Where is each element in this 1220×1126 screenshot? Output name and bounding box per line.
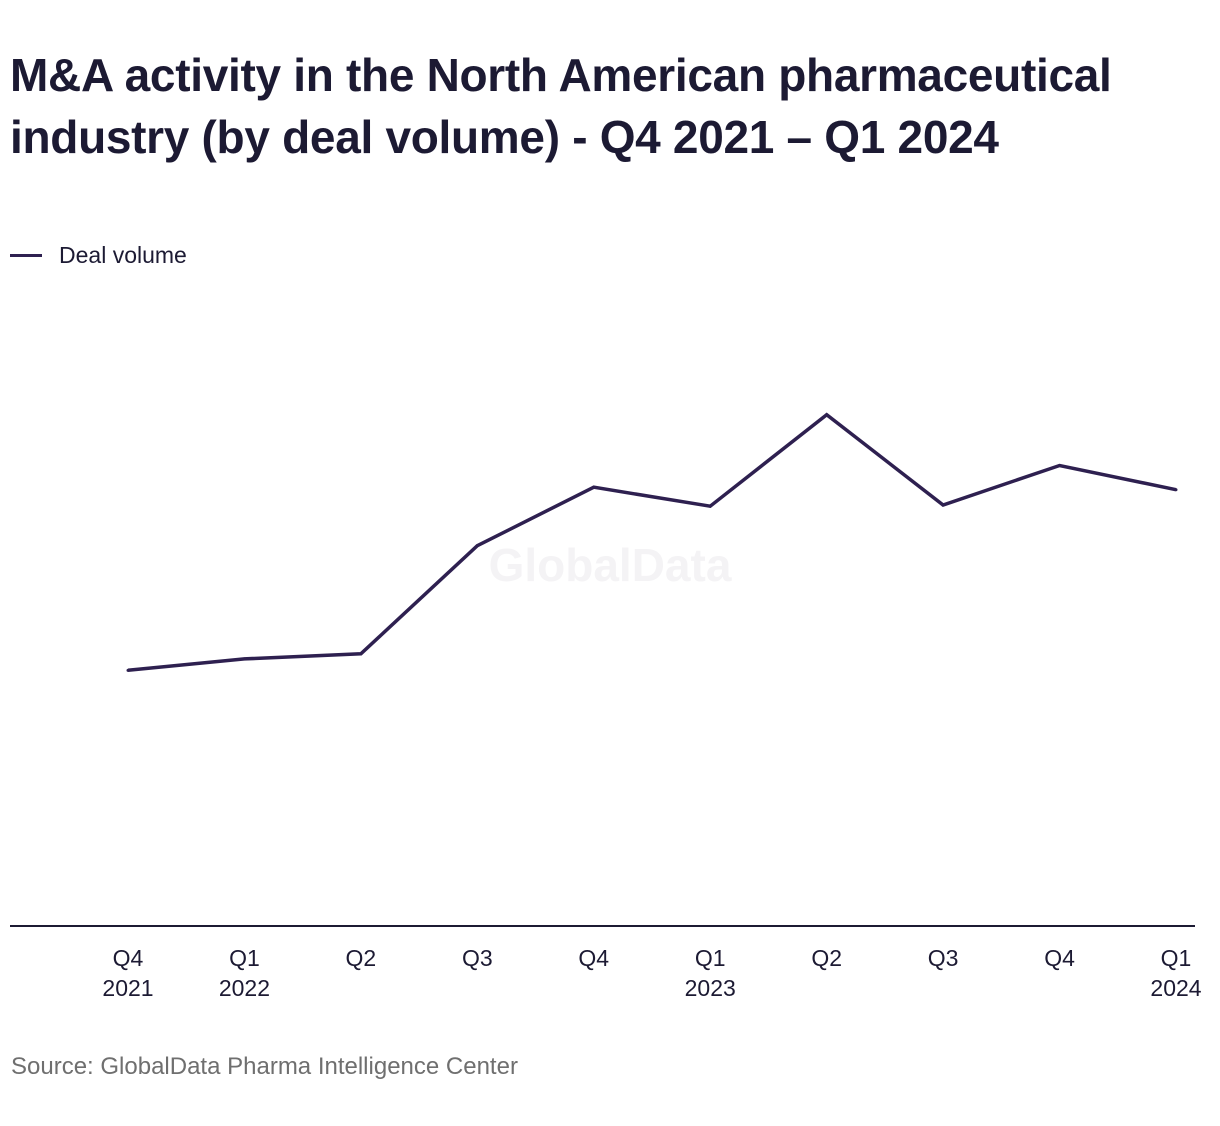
data-point	[592, 485, 596, 489]
x-tick-label: Q1	[1161, 945, 1192, 971]
data-point	[359, 652, 363, 656]
series-points	[126, 413, 1178, 672]
data-point	[708, 504, 712, 508]
series-line-deal-volume	[127, 412, 1177, 673]
data-point	[825, 413, 829, 417]
x-tick-label: Q3	[928, 945, 959, 971]
legend: Deal volume	[10, 242, 187, 269]
data-point	[475, 544, 479, 548]
x-tick-label: Q1	[229, 945, 260, 971]
x-tick-year-label: 2021	[102, 975, 153, 1001]
x-tick-label: Q4	[1044, 945, 1075, 971]
x-tick-year-label: 2024	[1150, 975, 1201, 1001]
x-tick-label: Q4	[113, 945, 144, 971]
source-note: Source: GlobalData Pharma Intelligence C…	[11, 1053, 518, 1080]
chart-title: M&A activity in the North American pharm…	[10, 49, 1112, 163]
x-tick-label: Q4	[578, 945, 609, 971]
data-point	[1058, 464, 1062, 468]
x-tick-label: Q3	[462, 945, 493, 971]
data-point	[1174, 488, 1178, 492]
x-tick-label: Q2	[346, 945, 377, 971]
legend-label: Deal volume	[59, 242, 187, 268]
legend-swatch	[10, 254, 42, 257]
x-tick-year-label: 2022	[219, 975, 270, 1001]
x-tick-label: Q2	[811, 945, 842, 971]
data-point	[941, 503, 945, 507]
x-tick-year-label: 2023	[685, 975, 736, 1001]
data-point	[242, 657, 246, 661]
x-axis-tick-labels: Q4 2021 Q1 2022 Q2 Q3 Q4 Q1 2023 Q2 Q3 Q4 Q1 2024	[102, 945, 1201, 1001]
data-point	[126, 668, 130, 672]
watermark: GlobalData	[489, 539, 732, 591]
x-tick-label: Q1	[695, 945, 726, 971]
